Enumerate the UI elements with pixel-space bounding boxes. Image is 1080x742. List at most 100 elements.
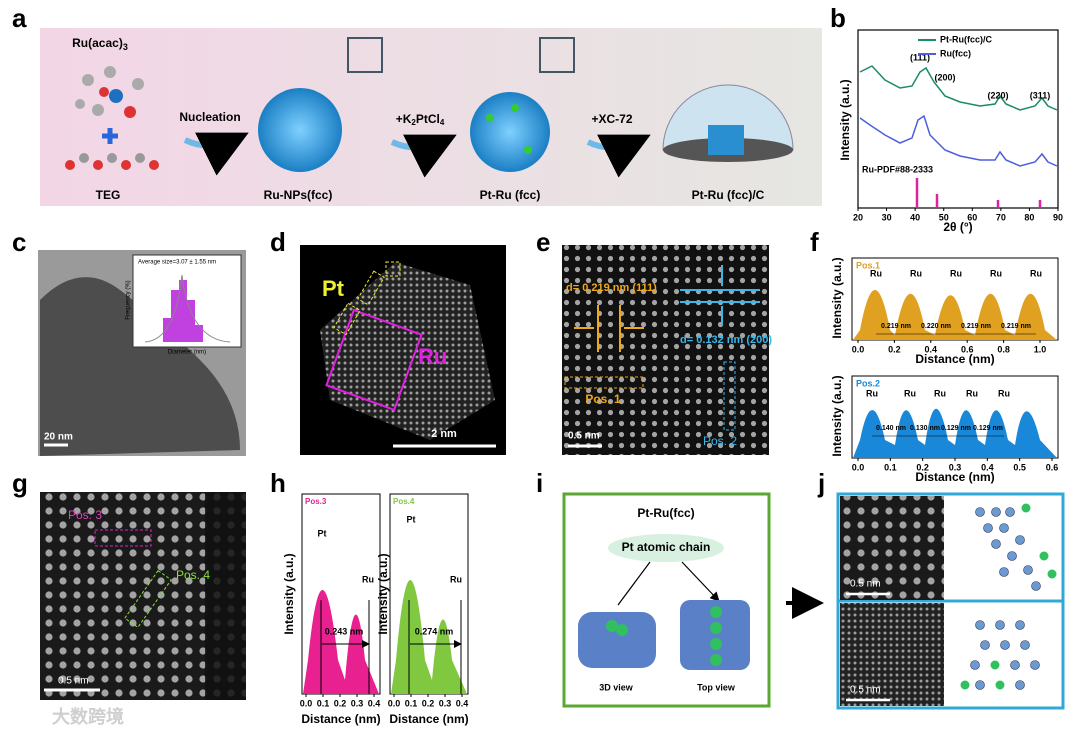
peak-label: Ru — [362, 574, 374, 584]
scale-text: 20 nm — [44, 432, 73, 443]
peak-label: Pt — [318, 528, 327, 538]
pt-region — [333, 302, 361, 336]
x-tick-label: 0.0 — [388, 698, 401, 708]
unit-cell — [347, 37, 383, 73]
plus-sign — [102, 128, 118, 144]
position-label: Pos. 2 — [703, 434, 737, 448]
step-label: Nucleation — [179, 110, 240, 124]
intensity-profile — [853, 290, 1057, 340]
peak-label: Pt — [407, 514, 416, 524]
nanoparticle — [258, 88, 342, 172]
axis-label: Intensity (a.u.) — [282, 553, 296, 634]
profile-title: Pos.2 — [856, 378, 880, 388]
stem-image — [562, 245, 769, 455]
axis-label: Intensity (a.u.) — [376, 553, 390, 634]
molecule — [75, 66, 144, 118]
distance-label: 0.130 nm — [910, 425, 940, 432]
intensity-profile — [303, 590, 379, 694]
distance-label: 0.243 nm — [325, 626, 364, 636]
histogram-bars — [163, 280, 203, 342]
panel-label: c — [12, 227, 26, 257]
distance-label: 0.274 nm — [415, 626, 454, 636]
distance-label: 0.129 nm — [973, 425, 1003, 432]
pt-label: Pt — [322, 276, 345, 301]
axis-label: Distance (nm) — [915, 352, 994, 366]
profile-title: Pos.3 — [305, 497, 327, 506]
profile-title: Pos.1 — [856, 260, 880, 270]
profile-region — [124, 569, 172, 629]
ru-label: Ru — [418, 344, 447, 369]
x-tick-label: 0.4 — [925, 344, 938, 354]
peak-label: Ru — [904, 388, 916, 398]
axis-label: Intensity (a.u.) — [830, 257, 844, 338]
panel-h: Pos.3 Pt Ru 0.243 nm Pos.4 Pt Ru 0.274 n… — [282, 493, 469, 726]
x-tick-label: 0.8 — [997, 344, 1010, 354]
d-spacing: d= 0.219 nm (111) — [566, 282, 657, 294]
lattice-marker — [680, 265, 760, 326]
arrow — [183, 132, 249, 176]
x-tick-label: 0.0 — [300, 698, 313, 708]
x-tick-label: 40 — [910, 212, 920, 222]
position-label: Pos. 1 — [585, 392, 621, 406]
peak-label: Ru — [966, 388, 978, 398]
distance-label: 0.219 nm — [961, 323, 991, 330]
x-tick-label: 0.0 — [852, 462, 865, 472]
profile-title: Pos.4 — [393, 497, 415, 506]
panel-labels: a b c d e f g h i j — [12, 3, 846, 498]
diagram-title: Pt-Ru(fcc) — [637, 506, 694, 520]
product-label: Ru-NPs(fcc) — [264, 188, 333, 202]
peak-label: Ru — [950, 268, 962, 278]
peak-label: Ru — [450, 574, 462, 584]
panel-label: j — [817, 468, 825, 498]
scale-text: 2 nm — [431, 428, 457, 440]
x-tick-label: 50 — [939, 212, 949, 222]
crystal-model — [578, 612, 656, 668]
panel-c: Average size=3.07 ± 1.55 nm Frequency (%… — [38, 250, 246, 456]
panel-d: Pt Ru 2 nm — [300, 245, 506, 455]
panel-label: d — [270, 227, 286, 257]
scale-text: 0.5 nm — [850, 579, 881, 590]
x-tick-label: 0.6 — [1046, 462, 1059, 472]
x-tick-label: 0.6 — [961, 344, 974, 354]
peak-label: (311) — [1030, 90, 1051, 100]
panel-a: Ru(acac)3 TEG Nucleation Ru-NPs(fcc) +K2… — [40, 28, 822, 206]
panel-j: 0.5 nm 0.5 nm — [836, 492, 1065, 710]
axis-label: Intensity (a.u.) — [838, 79, 852, 160]
x-tick-label: 0.2 — [888, 344, 901, 354]
legend-entry: Pt-Ru(fcc)/C — [940, 34, 992, 44]
atomic-model — [970, 507, 1041, 690]
axis-label: Frequency (%) — [126, 280, 132, 319]
x-tick-label: 90 — [1053, 212, 1063, 222]
axis-label: Diameter (nm) — [168, 350, 206, 356]
axis-label: Distance (nm) — [389, 712, 468, 726]
peak-label: Ru — [1030, 268, 1042, 278]
peak-label: Ru — [934, 388, 946, 398]
nanoparticle — [708, 125, 744, 155]
x-tick-label: 0.1 — [884, 462, 897, 472]
callout — [608, 534, 724, 562]
watermark: 大数跨境 — [52, 706, 124, 727]
product-label: Pt-Ru (fcc)/C — [692, 188, 765, 202]
pt-atoms — [960, 503, 1057, 690]
x-tick-label: 0.1 — [405, 698, 418, 708]
legend-entry: Ru(fcc) — [940, 48, 971, 58]
peak-label: (111) — [910, 52, 930, 62]
reagent: Ru(acac)3 — [72, 36, 128, 52]
x-tick-label: 0.0 — [852, 344, 865, 354]
peak-label: Ru — [870, 268, 882, 278]
view-label: 3D view — [599, 682, 634, 692]
distance-marker — [320, 600, 462, 694]
reference-sticks — [915, 178, 1042, 207]
stem-image — [840, 603, 944, 706]
panel-label: b — [830, 3, 846, 33]
scale-text: 0.5 nm — [850, 685, 881, 696]
pt-region — [385, 261, 401, 277]
peak-label: Ru — [910, 268, 922, 278]
tem-image — [40, 277, 240, 456]
peak-label: (200) — [934, 72, 955, 82]
reagent: TEG — [96, 188, 121, 202]
peak-label: Ru — [866, 388, 878, 398]
inset-title: Average size=3.07 ± 1.55 nm — [138, 260, 216, 266]
x-tick-label: 0.3 — [949, 462, 962, 472]
